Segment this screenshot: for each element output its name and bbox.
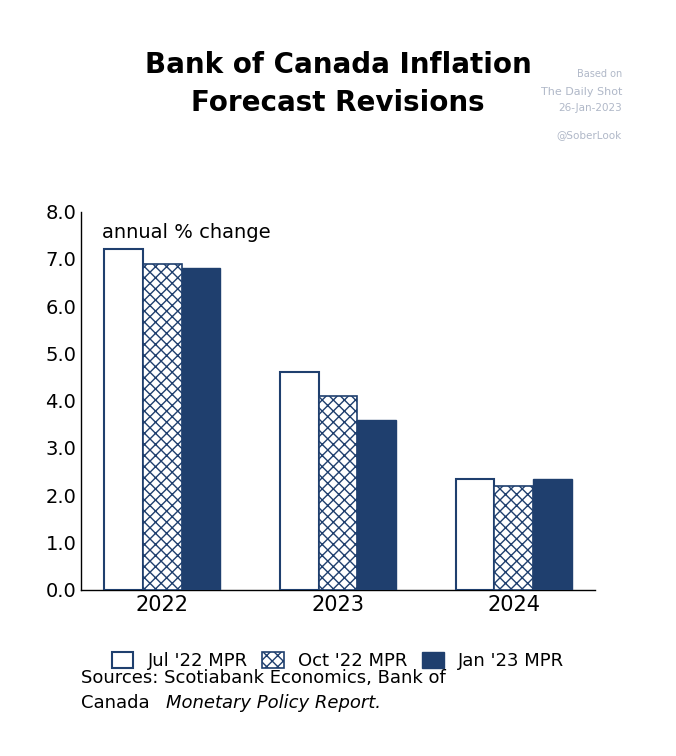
Bar — [105, 249, 143, 590]
Text: Bank of Canada Inflation: Bank of Canada Inflation — [145, 51, 531, 79]
Bar — [494, 486, 533, 590]
Bar — [456, 479, 494, 590]
Text: annual % change: annual % change — [101, 223, 270, 242]
Bar — [533, 479, 571, 590]
Bar — [358, 420, 396, 590]
Text: Based on: Based on — [577, 70, 622, 79]
Legend: Jul '22 MPR, Oct '22 MPR, Jan '23 MPR: Jul '22 MPR, Oct '22 MPR, Jan '23 MPR — [112, 652, 564, 670]
Bar — [143, 264, 182, 590]
Bar — [318, 396, 358, 590]
Text: The Daily Shot: The Daily Shot — [541, 87, 622, 97]
Text: Forecast Revisions: Forecast Revisions — [191, 89, 485, 117]
Text: 26-Jan-2023: 26-Jan-2023 — [558, 104, 622, 113]
Text: @SoberLook: @SoberLook — [556, 130, 622, 140]
Bar — [182, 268, 220, 590]
Bar — [280, 373, 318, 590]
Text: Sources: Scotiabank Economics, Bank of: Sources: Scotiabank Economics, Bank of — [81, 669, 446, 687]
Text: Canada: Canada — [81, 694, 155, 712]
Text: Monetary Policy Report.: Monetary Policy Report. — [166, 694, 381, 712]
